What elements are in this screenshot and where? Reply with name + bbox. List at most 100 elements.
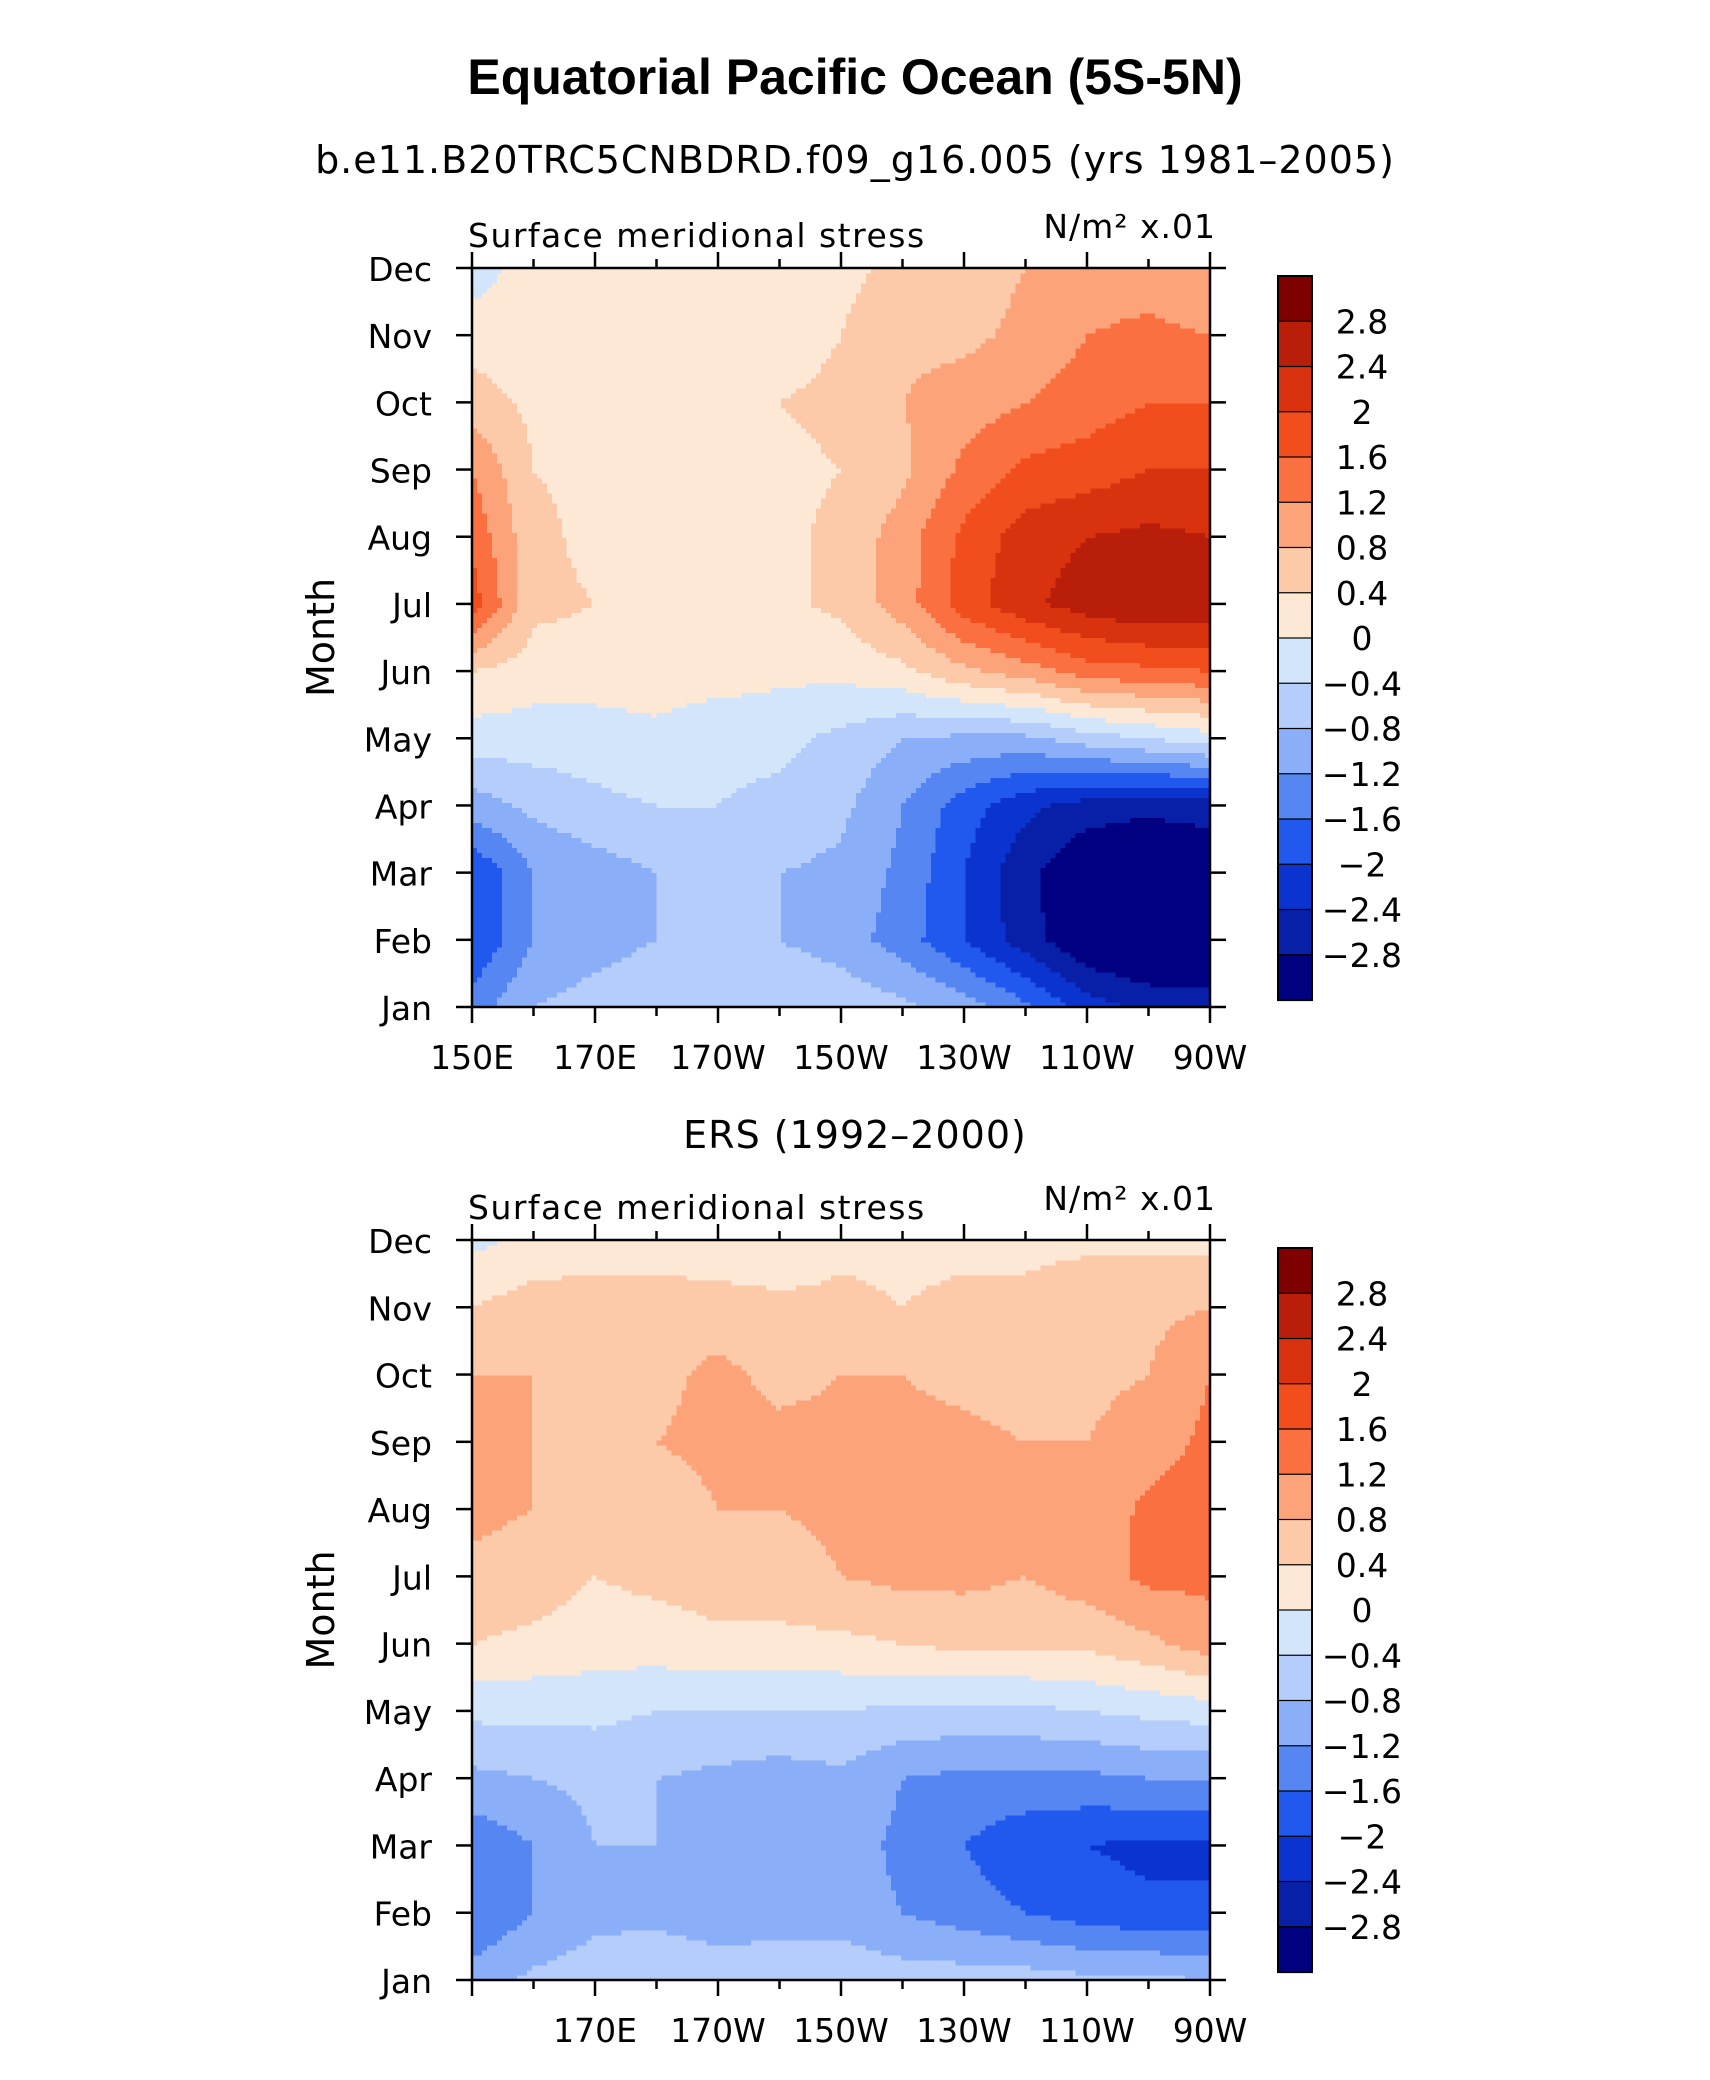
contour-cell — [756, 877, 762, 883]
contour-cell — [477, 952, 483, 958]
contour-cell — [966, 897, 972, 903]
contour-cell — [951, 887, 957, 893]
contour-cell — [1175, 937, 1181, 943]
contour-cell — [1016, 897, 1022, 903]
contour-cell — [1001, 972, 1007, 978]
contour-cell — [647, 922, 653, 928]
contour-cell — [1190, 972, 1196, 978]
contour-cell — [751, 982, 757, 988]
contour-cell — [771, 912, 777, 918]
contour-cell — [1011, 897, 1017, 903]
contour-cell — [597, 887, 603, 893]
contour-cell — [676, 907, 682, 913]
contour-cell — [791, 922, 797, 928]
contour-cell — [602, 987, 608, 993]
contour-cell — [876, 997, 882, 1003]
contour-cell — [1145, 937, 1151, 943]
contour-cell — [1016, 972, 1022, 978]
contour-cell — [582, 942, 588, 948]
contour-cell — [966, 917, 972, 923]
contour-cell — [642, 932, 648, 938]
contour-cell — [1070, 882, 1076, 888]
contour-cell — [1065, 907, 1071, 913]
contour-cell — [612, 877, 618, 883]
contour-cell — [961, 902, 967, 908]
contour-cell — [647, 997, 653, 1003]
contour-cell — [976, 912, 982, 918]
contour-cell — [1105, 977, 1111, 983]
contour-cell — [1160, 882, 1166, 888]
contour-cell — [916, 957, 922, 963]
contour-cell — [876, 947, 882, 953]
contour-cell — [537, 877, 543, 883]
contour-cell — [801, 922, 807, 928]
contour-cell — [1006, 992, 1012, 998]
contour-cell — [582, 892, 588, 898]
contour-cell — [791, 897, 797, 903]
contour-cell — [991, 907, 997, 913]
contour-cell — [836, 977, 842, 983]
contour-cell — [931, 932, 937, 938]
contour-cell — [866, 927, 872, 933]
contour-cell — [552, 932, 558, 938]
contour-cell — [661, 882, 667, 888]
contour-cell — [891, 992, 897, 998]
contour-cell — [911, 932, 917, 938]
contour-cell — [736, 997, 742, 1003]
contour-cell — [1125, 902, 1131, 908]
contour-cell — [612, 962, 618, 968]
contour-cell — [607, 987, 613, 993]
contour-cell — [836, 997, 842, 1003]
contour-cell — [1055, 932, 1061, 938]
contour-cell — [1050, 947, 1056, 953]
contour-cell — [936, 912, 942, 918]
contour-cell — [846, 947, 852, 953]
contour-cell — [826, 877, 832, 883]
contour-cell — [966, 942, 972, 948]
contour-cell — [502, 897, 508, 903]
contour-cell — [1100, 917, 1106, 923]
contour-cell — [1050, 987, 1056, 993]
contour-cell — [1130, 887, 1136, 893]
contour-cell — [552, 962, 558, 968]
contour-cell — [1130, 952, 1136, 958]
contour-cell — [562, 887, 568, 893]
contour-cell — [532, 932, 538, 938]
contour-cell — [941, 932, 947, 938]
contour-cell — [966, 887, 972, 893]
contour-cell — [1145, 952, 1151, 958]
contour-cell — [686, 972, 692, 978]
contour-cell — [652, 907, 658, 913]
contour-cell — [1070, 987, 1076, 993]
contour-cell — [701, 967, 707, 973]
contour-cell — [612, 907, 618, 913]
contour-cell — [1075, 967, 1081, 973]
contour-cell — [951, 962, 957, 968]
contour-cell — [1125, 917, 1131, 923]
contour-cell — [986, 892, 992, 898]
contour-cell — [986, 942, 992, 948]
contour-cell — [726, 937, 732, 943]
contour-cell — [547, 947, 553, 953]
contour-cell — [492, 987, 498, 993]
contour-cell — [602, 977, 608, 983]
contour-cell — [1145, 997, 1151, 1003]
contour-cell — [886, 902, 892, 908]
contour-cell — [876, 907, 882, 913]
contour-cell — [512, 947, 518, 953]
contour-cell — [1055, 917, 1061, 923]
contour-cell — [896, 937, 902, 943]
contour-cell — [1080, 992, 1086, 998]
contour-cell — [711, 902, 717, 908]
contour-cell — [602, 997, 608, 1003]
contour-cell — [861, 907, 867, 913]
contour-cell — [622, 982, 628, 988]
contour-cell — [1055, 902, 1061, 908]
contour-cell — [567, 917, 573, 923]
contour-cell — [786, 902, 792, 908]
contour-cell — [771, 927, 777, 933]
contour-cell — [1130, 882, 1136, 888]
contour-cell — [582, 922, 588, 928]
contour-cell — [1135, 967, 1141, 973]
contour-cell — [901, 997, 907, 1003]
